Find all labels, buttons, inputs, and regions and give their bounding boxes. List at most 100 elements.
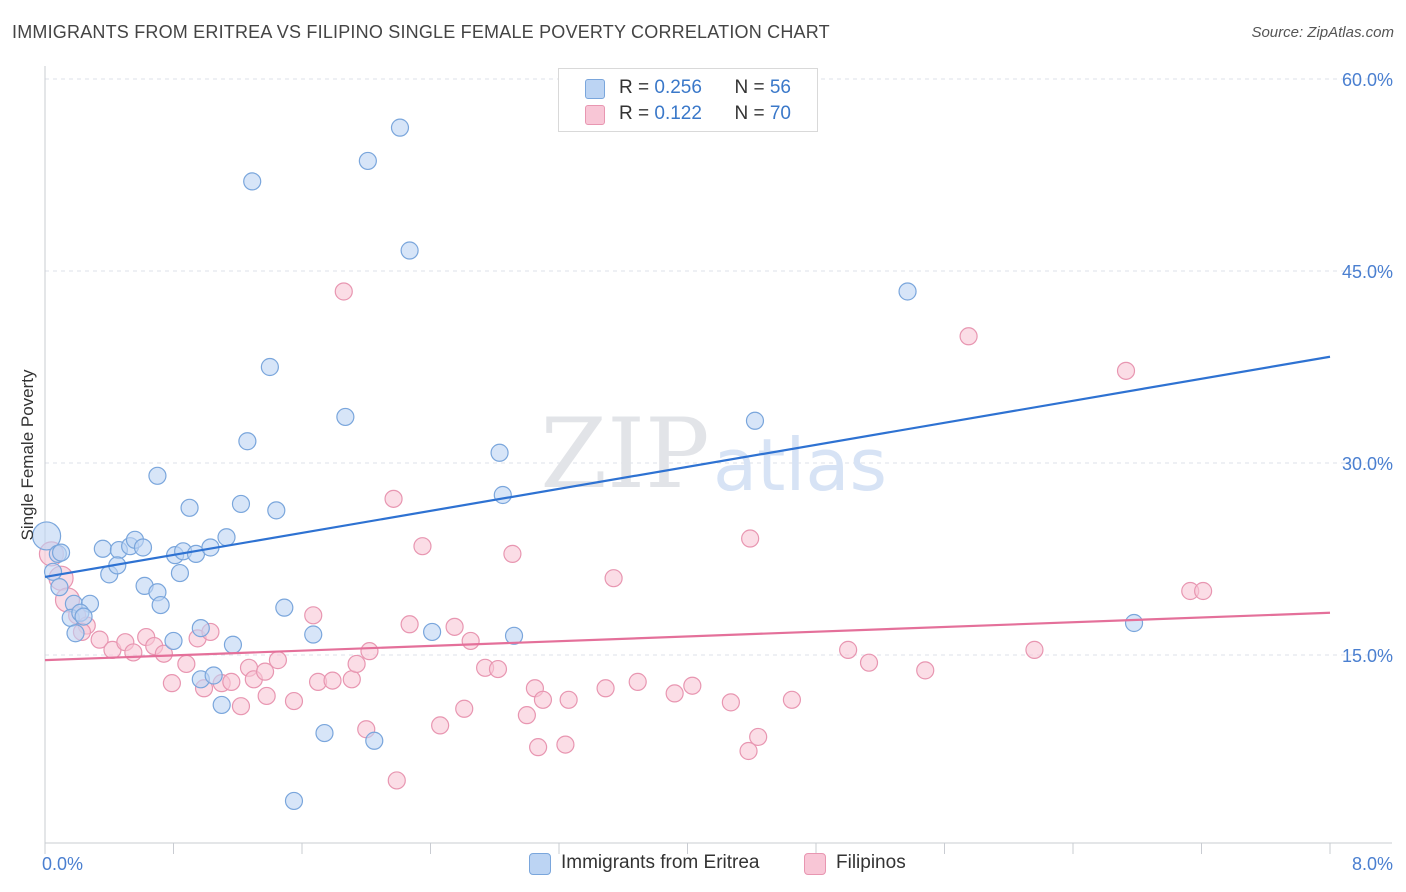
filipino-point <box>231 697 251 716</box>
eritrea-point <box>260 357 279 377</box>
eritrea-point <box>745 411 765 430</box>
eritrea-point <box>243 172 262 191</box>
filipino-point <box>347 654 366 674</box>
filipino-point <box>342 670 361 689</box>
filipino-point <box>665 684 684 703</box>
filipino-point <box>90 630 109 649</box>
bottom-legend-swatch-filipinos <box>804 853 826 875</box>
filipino-point <box>400 615 419 634</box>
bottom-legend-label-eritrea: Immigrants from Eritrea <box>561 852 760 873</box>
axes <box>44 66 1392 854</box>
eritrea-point <box>358 151 377 171</box>
filipino-point <box>177 654 196 674</box>
eritrea-point <box>336 407 355 427</box>
filipino-point <box>461 631 480 651</box>
y-tick-label-45: 45.0% <box>1342 262 1393 282</box>
eritrea-point <box>204 666 223 685</box>
filipino-point <box>154 644 173 663</box>
eritrea-point <box>365 731 384 750</box>
legend-swatch-eritrea <box>585 79 605 99</box>
bottom-legend-label-filipinos: Filipinos <box>836 852 906 873</box>
eritrea-point <box>504 626 524 645</box>
x-tick-label-0: 0.0% <box>42 854 83 874</box>
eritrea-point <box>217 528 236 547</box>
eritrea-point <box>493 485 512 505</box>
filipino-point <box>284 691 304 711</box>
filipino-point <box>413 537 432 556</box>
eritrea-point <box>898 282 917 301</box>
watermark-atlas: atlas <box>713 423 887 507</box>
legend-r-value: 0.122 <box>654 103 702 124</box>
eritrea-point <box>400 241 419 260</box>
legend-r-value: 0.256 <box>654 77 702 98</box>
filipino-point <box>1116 361 1136 380</box>
trend-line-filipinos <box>44 611 1331 662</box>
filipino-point <box>304 606 323 625</box>
filipino-point <box>533 690 553 709</box>
filipino-point <box>556 735 575 754</box>
filipino-point <box>334 282 353 301</box>
eritrea-point <box>212 695 231 715</box>
legend-r-label: R = <box>619 103 655 124</box>
eritrea-points <box>32 118 1144 811</box>
eritrea-point <box>238 432 257 451</box>
filipino-point <box>255 662 275 681</box>
grid-lines <box>45 78 1392 656</box>
filipino-point <box>839 640 858 659</box>
eritrea-point <box>43 562 63 581</box>
legend-n-value: 70 <box>769 103 791 124</box>
eritrea-point <box>304 625 323 644</box>
filipino-point <box>384 489 403 508</box>
eritrea-point <box>191 619 210 638</box>
trend-line-eritrea <box>44 355 1331 579</box>
eritrea-point <box>74 607 93 626</box>
eritrea-point <box>267 501 286 520</box>
filipino-point <box>1194 581 1213 601</box>
eritrea-point <box>284 791 304 811</box>
eritrea-point <box>66 624 85 643</box>
y-tick-label-30: 30.0% <box>1342 454 1393 474</box>
filipino-point <box>683 676 702 695</box>
y-axis-label: Single Female Poverty <box>18 369 37 541</box>
filipino-point <box>445 617 464 636</box>
eritrea-point <box>51 543 71 562</box>
eritrea-point <box>180 498 199 517</box>
legend-n-label: N = <box>734 77 770 98</box>
eritrea-point <box>133 538 153 557</box>
eritrea-point <box>490 443 509 462</box>
filipino-point <box>859 653 879 672</box>
filipino-point <box>162 674 181 693</box>
legend-swatch-filipinos <box>585 105 605 125</box>
y-tick-label-60: 60.0% <box>1342 70 1393 90</box>
filipino-point <box>455 699 474 718</box>
filipino-point <box>749 727 768 747</box>
legend-text-filipinos: R = 0.122 N = 70 <box>619 103 791 125</box>
eritrea-point <box>93 539 112 558</box>
filipino-point <box>604 569 623 588</box>
eritrea-point <box>315 723 334 743</box>
filipino-point <box>628 672 647 691</box>
filipino-point <box>431 716 450 735</box>
filipinos-points <box>38 282 1213 790</box>
eritrea-point <box>170 563 190 583</box>
filipino-point <box>503 544 522 563</box>
filipino-point <box>222 672 241 691</box>
trend-lines <box>44 355 1331 662</box>
eritrea-point <box>148 466 167 485</box>
filipino-point <box>596 679 615 698</box>
filipino-point <box>559 690 578 709</box>
eritrea-point <box>164 631 183 651</box>
filipino-point <box>257 686 276 706</box>
filipino-point <box>741 529 760 548</box>
tick-labels: 15.0% 30.0% 45.0% 60.0% 0.0% 8.0% <box>42 70 1393 874</box>
filipino-point <box>959 327 978 346</box>
eritrea-point <box>231 494 251 514</box>
legend-n-value: 56 <box>769 77 791 98</box>
filipino-point <box>1025 640 1044 659</box>
legend-text-eritrea: R = 0.256 N = 56 <box>619 77 791 99</box>
filipino-point <box>387 771 406 790</box>
correlation-legend: R = 0.256 N = 56 R = 0.122 N = 70 <box>558 68 818 132</box>
watermark: ZIP atlas <box>540 398 887 510</box>
eritrea-point <box>50 578 69 597</box>
eritrea-point <box>1124 613 1144 633</box>
